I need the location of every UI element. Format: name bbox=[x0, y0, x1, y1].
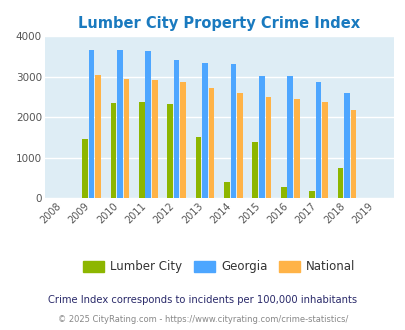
Bar bbox=[82, 139, 87, 198]
Bar bbox=[350, 110, 356, 198]
Bar bbox=[151, 80, 157, 198]
Bar bbox=[315, 82, 321, 198]
Legend: Lumber City, Georgia, National: Lumber City, Georgia, National bbox=[78, 256, 360, 278]
Bar bbox=[224, 182, 229, 198]
Bar bbox=[202, 63, 207, 198]
Bar bbox=[230, 64, 236, 198]
Bar bbox=[95, 75, 100, 198]
Bar bbox=[117, 50, 122, 198]
Bar bbox=[123, 79, 129, 198]
Bar bbox=[252, 142, 258, 198]
Title: Lumber City Property Crime Index: Lumber City Property Crime Index bbox=[78, 16, 359, 31]
Bar bbox=[173, 60, 179, 198]
Text: © 2025 CityRating.com - https://www.cityrating.com/crime-statistics/: © 2025 CityRating.com - https://www.city… bbox=[58, 315, 347, 324]
Bar bbox=[110, 103, 116, 198]
Bar bbox=[293, 99, 299, 198]
Bar bbox=[167, 104, 173, 198]
Bar bbox=[309, 191, 314, 198]
Bar bbox=[322, 102, 327, 198]
Bar bbox=[145, 51, 151, 198]
Bar bbox=[258, 76, 264, 198]
Bar bbox=[180, 82, 185, 198]
Bar bbox=[287, 76, 292, 198]
Text: Crime Index corresponds to incidents per 100,000 inhabitants: Crime Index corresponds to incidents per… bbox=[48, 295, 357, 305]
Bar bbox=[195, 137, 201, 198]
Bar bbox=[280, 187, 286, 198]
Bar bbox=[343, 93, 349, 198]
Bar bbox=[88, 50, 94, 198]
Bar bbox=[265, 97, 271, 198]
Bar bbox=[237, 93, 242, 198]
Bar bbox=[208, 88, 214, 198]
Bar bbox=[337, 169, 343, 198]
Bar bbox=[139, 102, 144, 198]
